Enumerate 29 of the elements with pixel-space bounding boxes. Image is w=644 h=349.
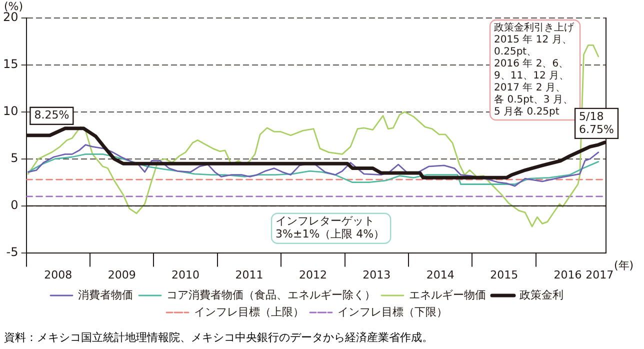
text: 資料：メキシコ国立統計地理情報院、メキシコ中央銀行のデータから経済産業省作成。: [4, 330, 433, 345]
legend-label: 消費者物価: [78, 288, 133, 302]
x-tick-label: 2010: [172, 268, 200, 282]
y-axis-title: (%): [4, 0, 24, 13]
x-tick-label: 2013: [362, 268, 391, 282]
legend-label: コア消費者物価（食品、エネルギー除く）: [166, 288, 376, 302]
x-tick-label: 2014: [426, 268, 454, 282]
y-tick-label: 15: [2, 57, 18, 72]
x-tick-label: 2015: [490, 268, 518, 282]
x-axis-title: (年): [614, 259, 634, 272]
legend-label: インフレ目標（上限）: [194, 305, 304, 318]
y-tick-label: 5: [10, 151, 18, 166]
x-tick-label: 2008: [44, 268, 72, 282]
annotation: 8.25%: [34, 108, 70, 122]
y-tick-label: 10: [2, 104, 18, 118]
annotation: 5/18 6.75%: [579, 110, 614, 136]
annotation: 政策金利引き上げ2015 年 12 月、0.25pt、2016 年 2、6、9、11、12 月、2017 年 2 月、各 0.5pt、3 月、5 月各 0.25pt: [494, 22, 576, 118]
legend-label: インフレ目標（下限）: [338, 305, 448, 318]
y-tick-label: -5: [6, 244, 18, 259]
legend-label: 政策金利: [520, 288, 564, 302]
annotation: インフレターゲット 3%±1%（上限 4%）: [276, 214, 385, 241]
y-tick-label: 0: [10, 198, 18, 212]
x-tick-label: 2017: [586, 268, 614, 282]
legend-label: エネルギー物価: [409, 288, 486, 302]
x-tick-label: 2011: [235, 268, 264, 282]
x-tick-label: 2012: [298, 268, 327, 282]
x-tick-label: 2016: [554, 268, 582, 282]
x-tick-label: 2009: [108, 268, 136, 282]
y-tick-label: 20: [2, 10, 18, 24]
